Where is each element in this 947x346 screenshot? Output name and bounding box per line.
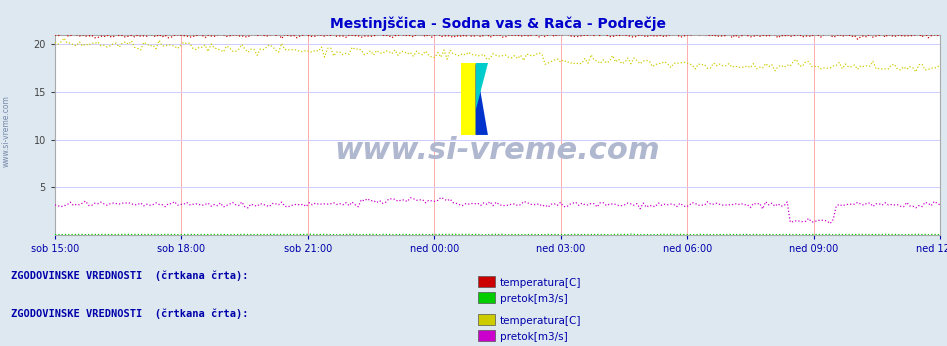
Text: www.si-vreme.com: www.si-vreme.com — [335, 136, 660, 165]
Text: pretok[m3/s]: pretok[m3/s] — [500, 294, 568, 304]
Text: ZGODOVINSKE VREDNOSTI  (črtkana črta):: ZGODOVINSKE VREDNOSTI (črtkana črta): — [11, 270, 249, 281]
Text: temperatura[C]: temperatura[C] — [500, 279, 581, 288]
Polygon shape — [475, 63, 488, 109]
Text: temperatura[C]: temperatura[C] — [500, 317, 581, 326]
Text: pretok[m3/s]: pretok[m3/s] — [500, 332, 568, 342]
Text: ZGODOVINSKE VREDNOSTI  (črtkana črta):: ZGODOVINSKE VREDNOSTI (črtkana črta): — [11, 308, 249, 319]
Bar — [461, 63, 475, 135]
Text: www.si-vreme.com: www.si-vreme.com — [2, 95, 11, 167]
Polygon shape — [475, 63, 488, 135]
Title: Mestinjščica - Sodna vas & Rača - Podrečje: Mestinjščica - Sodna vas & Rača - Podreč… — [330, 16, 666, 31]
